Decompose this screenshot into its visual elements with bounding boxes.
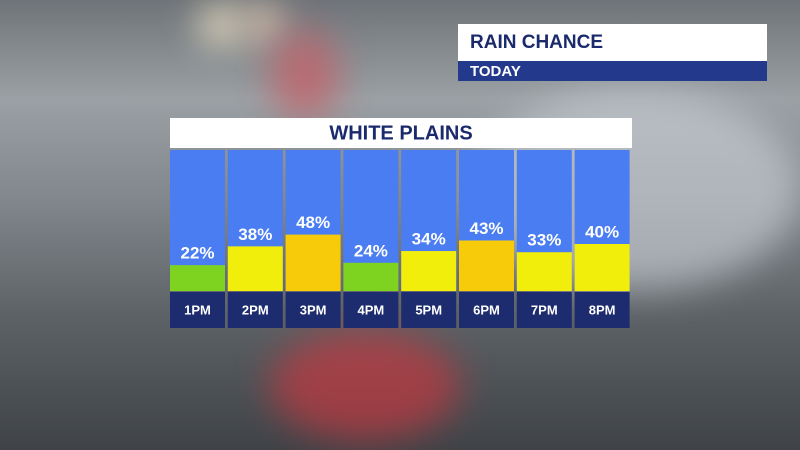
chart-title: WHITE PLAINS <box>329 122 472 144</box>
x-tick-label: 7PM <box>531 302 558 317</box>
title-box <box>458 24 767 61</box>
value-label: 34% <box>412 230 446 249</box>
bar <box>343 262 399 291</box>
background-light <box>245 5 281 41</box>
category-band <box>401 292 457 328</box>
background-light <box>200 5 240 45</box>
value-label: 24% <box>354 241 388 260</box>
bar <box>227 246 283 291</box>
value-label: 43% <box>469 219 503 238</box>
bar <box>170 265 225 291</box>
x-tick-label: 2PM <box>242 302 269 317</box>
value-label: 48% <box>296 213 330 232</box>
x-tick-label: 5PM <box>415 302 442 317</box>
bar <box>516 252 572 291</box>
subtitle-box <box>458 61 767 81</box>
category-band <box>227 292 283 328</box>
bar <box>401 251 457 291</box>
bar <box>285 234 341 291</box>
bar <box>574 244 630 291</box>
title: RAIN CHANCE <box>470 32 603 53</box>
value-label: 38% <box>238 225 272 244</box>
category-band <box>574 292 630 328</box>
background-reflection <box>270 30 340 120</box>
x-tick-label: 3PM <box>300 302 327 317</box>
background-reflection <box>270 330 460 440</box>
value-label: 33% <box>527 231 561 250</box>
x-tick-label: 8PM <box>589 302 616 317</box>
x-tick-label: 1PM <box>184 302 211 317</box>
category-band <box>170 292 225 328</box>
subtitle: TODAY <box>470 63 521 80</box>
x-tick-label: 6PM <box>473 302 500 317</box>
value-label: 40% <box>585 222 619 241</box>
category-band <box>459 292 514 328</box>
category-band <box>516 292 572 328</box>
category-band <box>343 292 399 328</box>
x-tick-label: 4PM <box>358 302 385 317</box>
chart-title-box <box>170 118 632 148</box>
category-band <box>285 292 341 328</box>
value-label: 22% <box>180 244 214 263</box>
bar <box>459 240 514 291</box>
